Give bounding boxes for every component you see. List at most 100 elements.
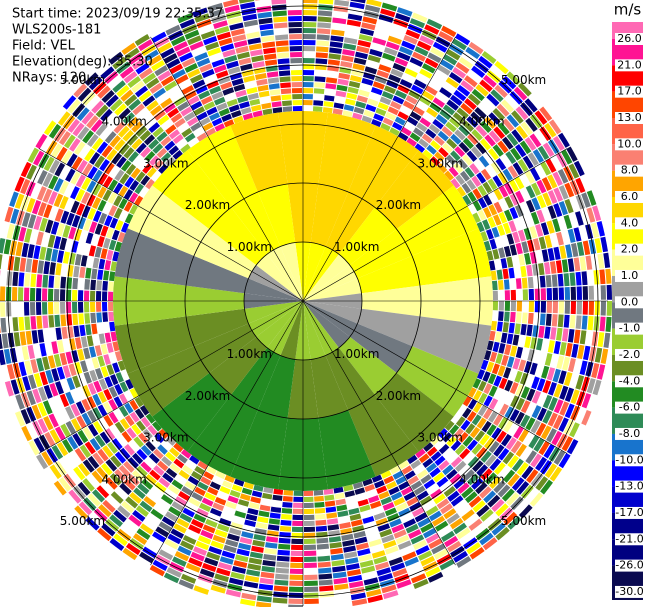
- clutter-gate: [597, 332, 605, 348]
- clutter-gate: [97, 269, 104, 280]
- clutter-gate: [214, 573, 229, 583]
- clutter-gate: [515, 346, 524, 359]
- clutter-gate: [239, 536, 253, 545]
- clutter-gate: [350, 519, 363, 527]
- velocity-cell: [127, 346, 210, 417]
- clutter-gate: [190, 551, 205, 562]
- tick-label-bg: [615, 269, 643, 282]
- clutter-gate: [97, 199, 107, 212]
- clutter-gate: [445, 154, 457, 166]
- clutter-gate: [446, 48, 461, 61]
- clutter-gate: [378, 491, 390, 500]
- clutter-gate: [106, 249, 114, 261]
- clutter-gate: [482, 181, 493, 194]
- clutter-gate: [58, 130, 71, 146]
- clutter-gate: [173, 523, 187, 534]
- clutter-gate: [263, 554, 277, 561]
- clutter-gate: [91, 196, 102, 210]
- clutter-gate: [143, 495, 157, 508]
- clutter-gate: [123, 460, 135, 473]
- clutter-gate: [490, 270, 497, 281]
- clutter-gate: [363, 577, 379, 586]
- clutter-gate: [343, 104, 355, 112]
- clutter-gate: [603, 252, 611, 268]
- clutter-gate: [494, 331, 502, 342]
- clutter-gate: [121, 42, 137, 56]
- clutter-gate: [468, 518, 483, 531]
- clutter-gate: [223, 544, 237, 554]
- clutter-gate: [93, 380, 103, 393]
- clutter-gate: [397, 111, 409, 121]
- clutter-gate: [531, 405, 542, 419]
- clutter-gate: [483, 490, 497, 504]
- clutter-gate: [194, 465, 205, 476]
- info-line: Start time: 2023/09/19 22:35:37: [12, 7, 223, 22]
- clutter-gate: [587, 315, 594, 331]
- clutter-gate: [48, 175, 59, 190]
- clutter-gate: [262, 108, 273, 116]
- clutter-gate: [180, 106, 193, 117]
- clutter-gate: [209, 112, 221, 122]
- clutter-gate: [575, 315, 582, 330]
- clutter-gate: [138, 90, 152, 103]
- velocity-cell: [186, 255, 249, 294]
- clutter-gate: [272, 107, 283, 114]
- colorbar-tick-label: -2.0: [619, 348, 640, 361]
- clutter-gate: [272, 597, 288, 604]
- clutter-gate: [586, 207, 596, 223]
- clutter-gate: [12, 225, 21, 241]
- clutter-gate: [502, 451, 515, 465]
- clutter-gate: [84, 313, 91, 324]
- clutter-gate: [530, 211, 540, 225]
- velocity-cell: [209, 336, 268, 395]
- clutter-gate: [354, 536, 368, 545]
- clutter-gate: [421, 133, 433, 144]
- clutter-gate: [542, 142, 555, 157]
- clutter-gate: [472, 378, 482, 389]
- clutter-gate: [60, 276, 67, 289]
- clutter-gate: [230, 521, 243, 530]
- clutter-gate: [538, 441, 550, 456]
- clutter-gate: [553, 187, 564, 202]
- clutter-gate: [139, 523, 154, 535]
- clutter-gate: [108, 239, 117, 251]
- clutter-gate: [289, 34, 302, 40]
- clutter-gate: [605, 316, 612, 333]
- clutter-gate: [553, 246, 561, 260]
- clutter-gate: [125, 379, 134, 390]
- clutter-gate: [303, 496, 314, 502]
- clutter-gate: [43, 415, 54, 431]
- clutter-gate: [188, 497, 201, 507]
- clutter-gate: [144, 151, 156, 162]
- range-label: 5.00km: [60, 73, 105, 87]
- clutter-gate: [350, 592, 366, 601]
- clutter-gate: [503, 311, 510, 322]
- clutter-gate: [446, 99, 459, 111]
- clutter-gate: [14, 193, 25, 209]
- clutter-gate: [106, 364, 115, 376]
- clutter-gate: [92, 257, 100, 269]
- clutter-gate: [207, 2, 224, 12]
- clutter-gate: [76, 415, 87, 429]
- clutter-gate: [563, 371, 573, 387]
- clutter-gate: [500, 99, 514, 113]
- clutter-gate: [556, 231, 564, 246]
- clutter-gate: [565, 342, 573, 357]
- clutter-gate: [348, 580, 364, 589]
- clutter-gate: [417, 517, 431, 528]
- clutter-gate: [406, 137, 417, 147]
- clutter-gate: [392, 470, 404, 480]
- clutter-gate: [112, 251, 120, 262]
- clutter-gate: [50, 221, 60, 235]
- clutter-gate: [109, 473, 122, 486]
- clutter-gate: [332, 108, 343, 115]
- clutter-gate: [79, 324, 86, 337]
- tick-label-bg: [615, 533, 643, 546]
- clutter-gate: [134, 183, 144, 195]
- clutter-gate: [110, 331, 118, 342]
- clutter-gate: [313, 100, 324, 106]
- clutter-gate: [483, 240, 492, 252]
- clutter-gate: [62, 225, 71, 238]
- clutter-gate: [57, 111, 71, 126]
- clutter-gate: [552, 171, 563, 187]
